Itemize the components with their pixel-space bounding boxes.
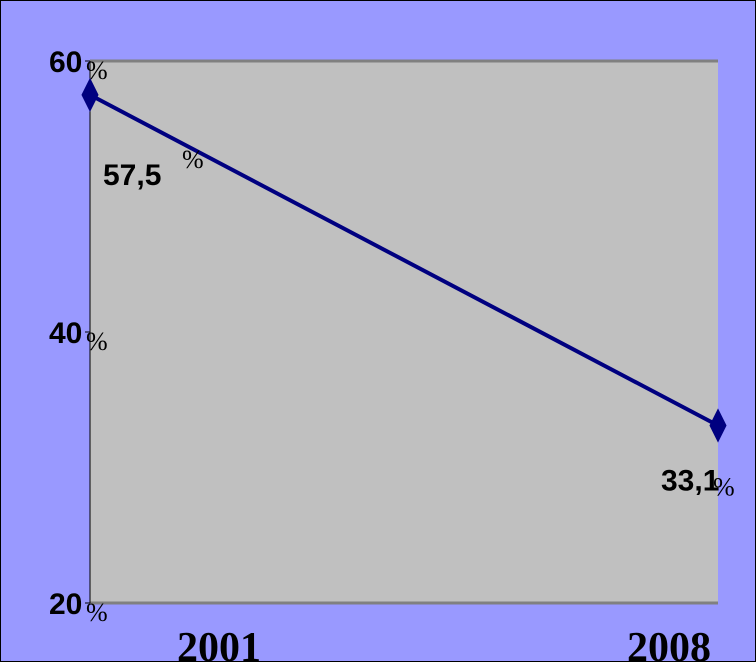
data-point-2008 <box>709 408 727 443</box>
y-axis-ticks: 60 %40 %20% <box>49 46 108 627</box>
x-axis-categories: 2001 2008 <box>177 625 711 661</box>
y-tick-unit-40: % <box>86 327 108 356</box>
y-tick-unit-60: % <box>86 56 108 85</box>
data-labels: 57,5 %33,1% <box>103 145 735 502</box>
data-point-2001 <box>81 77 99 112</box>
series <box>81 77 727 443</box>
data-label-unit-2001: % <box>182 145 204 174</box>
gridlines <box>90 59 718 605</box>
x-category-label-2001: 2001 <box>177 625 261 661</box>
data-label-2008: 33,1 <box>661 464 719 497</box>
series-line <box>89 93 719 428</box>
y-tick-label-20: 20 <box>49 588 82 621</box>
x-category-label-2008: 2008 <box>627 625 711 661</box>
y-tick-label-60: 60 <box>49 46 82 79</box>
y-tick-label-40: 40 <box>49 317 82 350</box>
y-tick-unit-20: % <box>86 598 108 627</box>
data-label-2001: 57,5 <box>103 159 161 192</box>
data-label-unit-2008: % <box>713 472 735 501</box>
